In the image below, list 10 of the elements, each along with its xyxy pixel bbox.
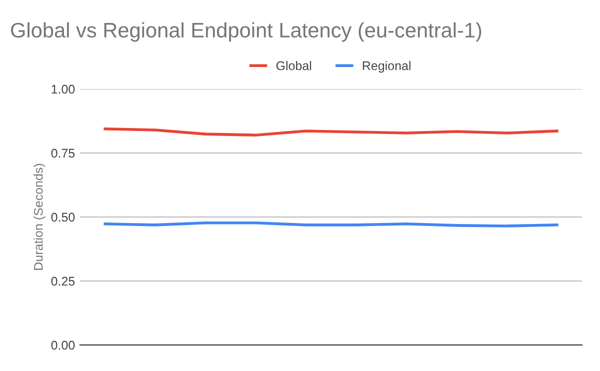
legend-label: Global [276, 60, 312, 70]
y-tick-label: 0.25 [51, 276, 75, 286]
y-tick-label: 1.00 [52, 84, 75, 94]
y-tick-label: 0.00 [51, 340, 75, 350]
chart-title: Global vs Regional Endpoint Latency (eu-central-1) [11, 22, 482, 42]
y-tick-label: 0.75 [51, 148, 75, 158]
y-axis-title: Duration (Seconds) [34, 164, 46, 270]
line-series [104, 128, 558, 136]
legend-label: Regional [362, 60, 410, 73]
y-tick-label: 0.50 [51, 212, 75, 222]
